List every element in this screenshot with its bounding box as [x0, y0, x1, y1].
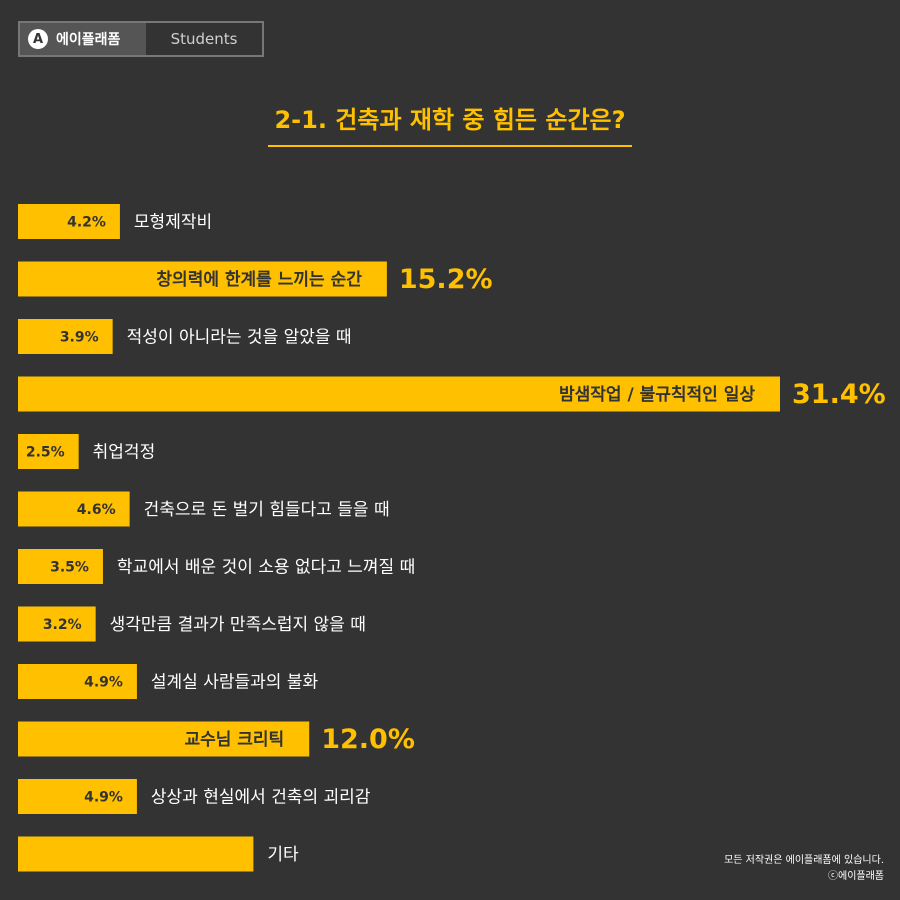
copyright-footer: 모든 저작권은 에이플래폼에 있습니다. ⓒ에이플래폼	[724, 853, 884, 885]
value-label: 4.6%	[77, 502, 116, 518]
value-label: 31.4%	[792, 379, 886, 410]
value-label: 15.2%	[399, 264, 493, 295]
bar	[18, 664, 137, 699]
bar	[18, 434, 79, 469]
category-label: 생각만큼 결과가 만족스럽지 않을 때	[110, 615, 366, 635]
brand-label: A 에이플래폼	[20, 23, 146, 55]
category-label: 밤샘작업 / 불규칙적인 일상	[559, 385, 755, 405]
bar	[18, 779, 137, 814]
category-label: 건축으로 돈 벌기 힘들다고 들을 때	[144, 500, 390, 520]
bar	[18, 261, 387, 297]
value-label: 3.5%	[50, 560, 89, 576]
category-label: 상상과 현실에서 건축의 괴리감	[151, 788, 371, 808]
a-logo-icon: A	[28, 29, 48, 49]
category-label: 창의력에 한계를 느끼는 순간	[156, 270, 362, 290]
section-tag: Students	[146, 23, 262, 55]
value-label: 4.2%	[67, 215, 106, 231]
value-label: 2.5%	[26, 445, 65, 461]
brand-badge: A 에이플래폼 Students	[18, 21, 264, 57]
brand-name: 에이플래폼	[56, 32, 121, 48]
bar	[18, 836, 254, 872]
copyright-brand: ⓒ에이플래폼	[828, 871, 884, 882]
category-label: 교수님 크리틱	[184, 730, 284, 750]
category-label: 모형제작비	[134, 213, 212, 233]
category-label: 설계실 사람들과의 불화	[151, 673, 319, 693]
value-label: 12.0%	[321, 724, 415, 755]
category-label: 취업걱정	[93, 443, 156, 463]
bar	[18, 491, 130, 527]
category-label: 학교에서 배운 것이 소용 없다고 느껴질 때	[117, 558, 415, 578]
bar	[18, 721, 310, 757]
value-label: 4.9%	[84, 675, 123, 691]
value-label: 3.9%	[60, 330, 99, 346]
category-label: 적성이 아니라는 것을 알았을 때	[127, 328, 352, 348]
bar	[18, 204, 120, 239]
value-label: 3.2%	[43, 617, 82, 633]
bar	[18, 606, 96, 642]
category-label: 기타	[267, 845, 299, 865]
value-label: 4.9%	[84, 790, 123, 806]
chart-title: 2-1. 건축과 재학 중 힘든 순간은?	[268, 100, 632, 147]
copyright-line: 모든 저작권은 에이플래폼에 있습니다.	[724, 855, 884, 866]
bar	[18, 319, 113, 354]
bar	[18, 549, 103, 584]
chart-title-wrap: 2-1. 건축과 재학 중 힘든 순간은?	[0, 100, 900, 147]
bar	[18, 376, 780, 412]
